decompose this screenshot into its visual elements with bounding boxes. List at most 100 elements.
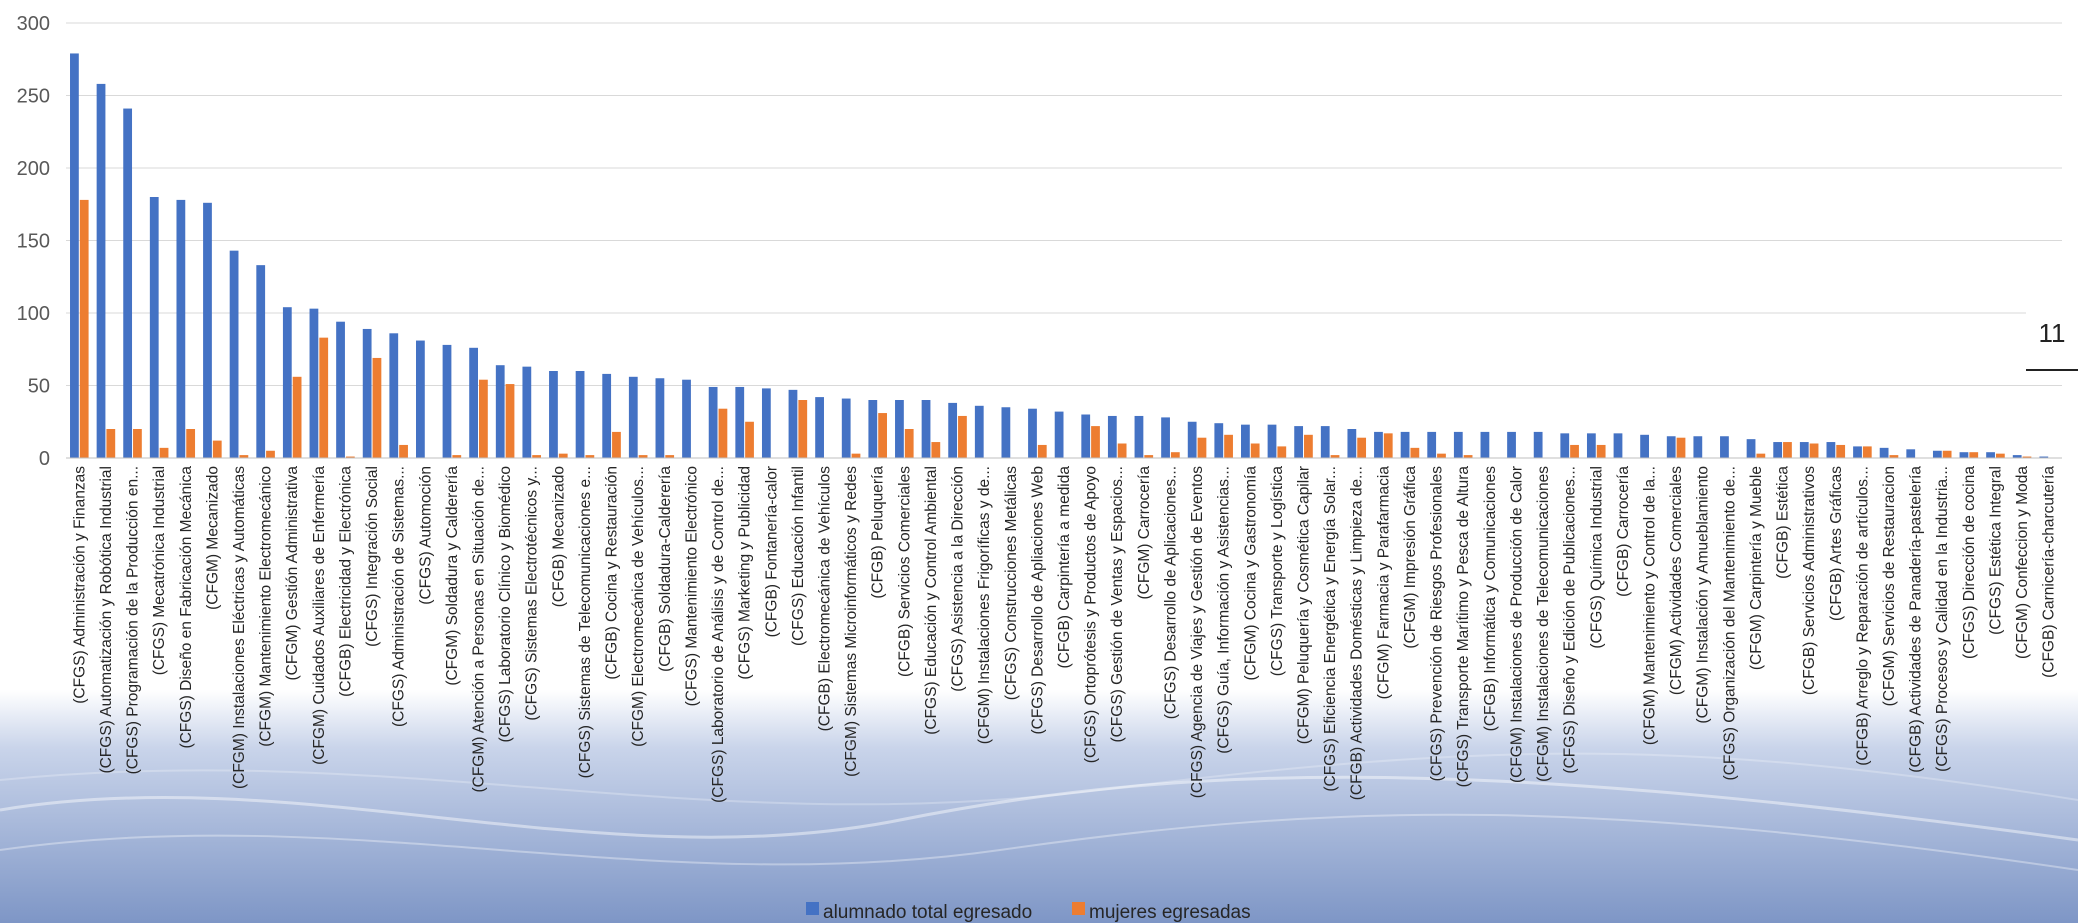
bar-women xyxy=(638,455,648,458)
y-tick-label: 100 xyxy=(17,303,50,325)
bar-women xyxy=(851,453,861,458)
bar-total xyxy=(2012,455,2022,458)
x-tick-label: (CFGS) Gestión de Ventas y Espacios... xyxy=(1109,466,1126,743)
x-tick-label: (CFGS) Programación de la Producción en.… xyxy=(125,466,142,774)
bar-total xyxy=(1640,434,1649,458)
bar-women xyxy=(505,384,515,458)
bar-total xyxy=(176,199,186,458)
bar-total xyxy=(1134,415,1144,458)
bar-total xyxy=(1294,426,1304,458)
bar-women xyxy=(718,408,728,458)
bar-total xyxy=(815,397,824,458)
bar-women xyxy=(958,415,967,458)
bar-total xyxy=(1586,433,1596,458)
bar-total xyxy=(788,389,798,458)
bar-women xyxy=(1383,433,1393,458)
bar-women xyxy=(266,450,275,458)
x-tick-label: (CFGB) Cocina y Restauración xyxy=(604,466,621,680)
bar-total xyxy=(1959,452,1969,458)
x-tick-label: (CFGM) Instalaciones de Telecomunicacion… xyxy=(1535,466,1552,782)
bar-women xyxy=(1889,455,1899,458)
bar-total xyxy=(1932,450,1942,458)
bar-total xyxy=(1267,424,1277,458)
bar-total xyxy=(682,379,691,458)
x-tick-label: (CFGM) Servicios de Restauracion xyxy=(1881,466,1898,706)
x-tick-label: (CFGS) Dirección de cocina xyxy=(1961,466,1978,659)
x-tick-label: (CFGS) Educación Infantil xyxy=(790,466,807,646)
x-tick-label: (CFGB) Mecanizado xyxy=(550,466,567,607)
x-tick-label: (CFGS) Mecatrónica Industrial xyxy=(151,466,168,675)
bar-total xyxy=(282,307,292,458)
x-tick-label: (CFGS) Construcciones Metálicas xyxy=(1003,466,1020,701)
y-tick-label: 0 xyxy=(39,448,50,470)
x-tick-label: (CFGM) Instalación y Amueblamiento xyxy=(1695,466,1712,724)
bar-total xyxy=(1400,431,1410,458)
bar-total xyxy=(1906,449,1916,458)
x-tick-label: (CFGM) Carpintería y Mueble xyxy=(1748,466,1765,670)
x-tick-label: (CFGS) Sistemas Electrotécnicos y... xyxy=(524,466,541,721)
bar-total xyxy=(522,366,532,458)
bar-total xyxy=(1560,433,1570,458)
bar-total xyxy=(2039,456,2049,458)
x-tick-label: (CFGS) Diseño en Fabricación Mecánica xyxy=(178,466,195,749)
bar-women xyxy=(665,455,675,458)
bar-women xyxy=(798,400,808,458)
bar-total xyxy=(336,321,345,458)
x-tick-label: (CFGB) Carnicería-charcutería xyxy=(2041,466,2058,678)
bar-women xyxy=(1197,437,1207,458)
bar-women xyxy=(452,455,462,458)
x-tick-label: (CFGS) Marketing y Publicidad xyxy=(737,466,754,680)
bar-women xyxy=(745,421,754,458)
bar-total xyxy=(1773,442,1783,458)
legend-label-total: alumnado total egresado xyxy=(823,902,1032,923)
x-tick-label: (CFGB) Estética xyxy=(1775,466,1792,579)
x-tick-label: (CFGM) Farmacia y Parafarmacia xyxy=(1375,466,1392,700)
bar-women xyxy=(1037,444,1047,458)
bar-women xyxy=(585,455,595,458)
bar-women xyxy=(1091,426,1100,458)
bar-total xyxy=(895,400,904,458)
bar-total xyxy=(203,202,212,458)
x-tick-label: (CFGM) Cocina y Gastronomía xyxy=(1242,466,1259,681)
bar-total xyxy=(628,376,638,458)
bar-total xyxy=(1507,431,1516,458)
bar-women xyxy=(532,455,542,458)
bar-women xyxy=(345,456,355,458)
bar-women xyxy=(1144,455,1154,458)
x-tick-label: (CFGM) Peluquería y Cosmética Capilar xyxy=(1296,466,1313,744)
bar-total xyxy=(229,250,239,458)
y-axis-tick-labels: 0 50 100 150 200 250 300 xyxy=(17,13,50,470)
bar-women xyxy=(1596,444,1606,458)
bar-total xyxy=(256,265,266,458)
bar-total xyxy=(708,386,718,458)
bar-total xyxy=(1720,436,1729,458)
bar-women xyxy=(1969,452,1979,458)
bar-women xyxy=(1437,453,1446,458)
bars xyxy=(70,53,2049,459)
x-tick-label: (CFGM) Confeccion y Moda xyxy=(2014,466,2031,659)
y-tick-label: 300 xyxy=(17,13,50,35)
bar-women xyxy=(1676,437,1686,458)
bar-women xyxy=(558,453,568,458)
legend: alumnado total egresado mujeres egresada… xyxy=(806,902,1251,923)
bar-women xyxy=(106,429,116,458)
gridlines xyxy=(66,22,2062,386)
x-tick-label: (CFGM) Instalaciones de Producción de Ca… xyxy=(1508,466,1525,783)
bar-total xyxy=(1081,414,1091,458)
bar-total xyxy=(1879,447,1889,458)
bar-total xyxy=(1347,429,1357,458)
x-tick-label: (CFGS) Desarrollo de Aplicaciones... xyxy=(1162,466,1179,719)
x-tick-label: (CFGM) Impresión Gráfica xyxy=(1402,466,1419,649)
bar-total xyxy=(1613,433,1623,458)
bar-total xyxy=(495,365,505,458)
bar-total xyxy=(96,83,106,459)
bar-total xyxy=(921,400,931,458)
x-tick-label: (CFGM) Actividades Comerciales xyxy=(1668,466,1685,695)
bar-women xyxy=(878,413,887,458)
legend-label-women: mujeres egresadas xyxy=(1089,902,1251,923)
x-tick-label: (CFGS) Transporte y Logística xyxy=(1269,466,1286,677)
bar-women xyxy=(239,455,249,458)
y-tick-label: 250 xyxy=(17,86,50,108)
bar-women xyxy=(1570,444,1579,458)
bar-total xyxy=(149,197,159,458)
